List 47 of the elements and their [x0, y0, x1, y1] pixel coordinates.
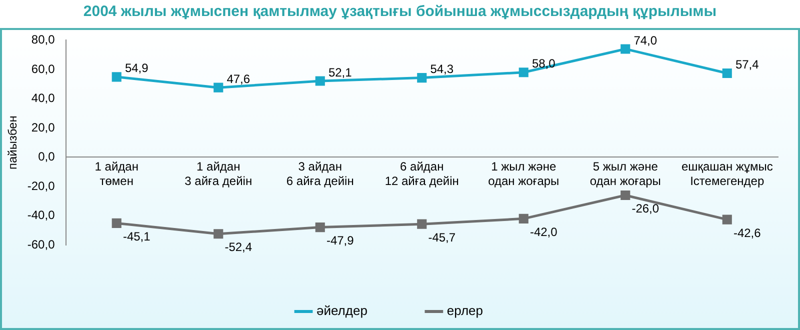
data-label: 54,9 — [124, 61, 149, 76]
data-label: 58,0 — [532, 56, 556, 71]
legend-label: ерлер — [446, 303, 483, 318]
point — [620, 190, 630, 200]
data-label: -45,7 — [428, 230, 456, 244]
data-label: -47,9 — [326, 234, 354, 248]
data-label: -42,6 — [733, 226, 762, 240]
point — [315, 76, 325, 86]
y-tick-label: 80,0 — [31, 32, 56, 47]
y-tick-label: 0,0 — [38, 150, 56, 164]
x-tick-label: 6 айдан 12 айға дейін — [384, 160, 459, 188]
point — [214, 82, 224, 92]
y-tick-label: 40,0 — [31, 91, 56, 106]
y-tick-label: 60,0 — [31, 62, 56, 76]
point — [620, 44, 630, 54]
y-tick-label: -20,0 — [27, 178, 56, 193]
x-tick-label: 3 айдан 6 айға дейін — [286, 160, 354, 188]
point — [417, 219, 427, 229]
y-tick-label: 20,0 — [31, 120, 56, 134]
y-tick-label: -40,0 — [27, 208, 56, 222]
data-label: 54,3 — [430, 62, 454, 76]
data-label: -26,0 — [632, 202, 660, 216]
point — [315, 222, 325, 232]
x-tick-label: 5 жыл және одан жоғары — [590, 160, 661, 188]
x-tick-label: 1 айдан 3 айға дейін — [184, 160, 252, 188]
chart-title: 2004 жылы жұмыспен қамтылмау ұзақтығы бойынша жұмыссыздардың құрылымы — [82, 2, 718, 22]
data-label: 52,1 — [328, 65, 352, 80]
data-label: -52,4 — [224, 240, 252, 254]
data-label: -45,1 — [122, 230, 151, 244]
point — [518, 214, 528, 224]
data-label: 47,6 — [226, 72, 250, 86]
point — [518, 68, 528, 78]
data-label: 57,4 — [735, 58, 760, 72]
point — [417, 73, 427, 83]
y-tick-label: -60,0 — [27, 237, 56, 252]
legend-label: әйелдер — [316, 303, 368, 318]
data-label: -42,0 — [530, 224, 558, 239]
x-tick-label: ешқашан жұмыс Істемегендер — [681, 160, 773, 188]
y-axis-title: пайызбен — [6, 116, 20, 170]
point — [112, 72, 122, 82]
data-label: 74,0 — [634, 33, 658, 48]
point — [214, 229, 224, 239]
point — [722, 68, 732, 78]
point — [112, 218, 122, 228]
point — [722, 214, 732, 224]
x-tick-label: 1 айдан төмен — [94, 160, 138, 188]
x-tick-label: 1 жыл және одан жоғары — [488, 160, 560, 188]
